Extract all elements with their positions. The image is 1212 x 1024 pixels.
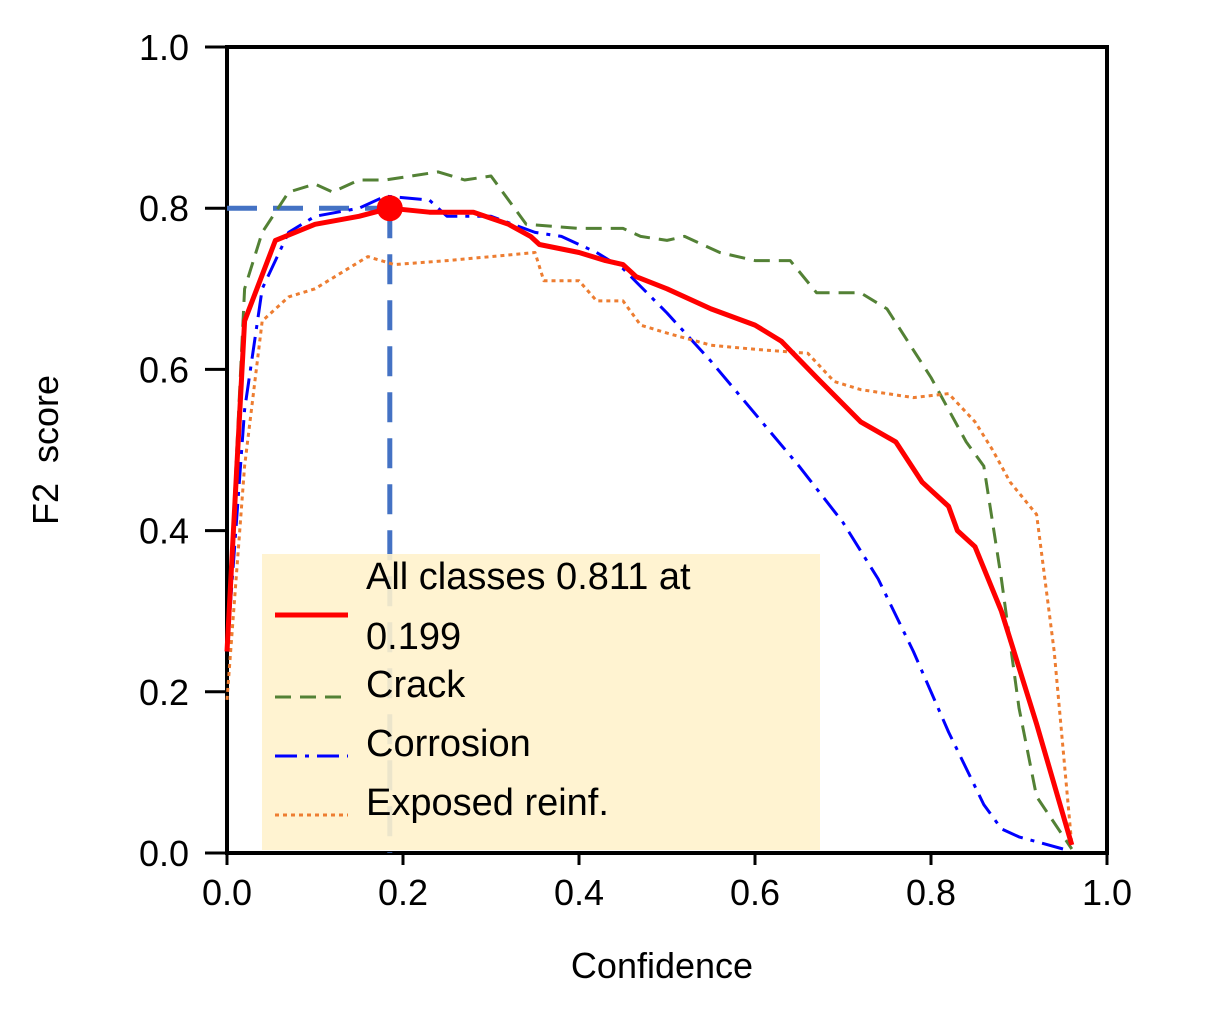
series-line-exposed-reinf xyxy=(225,251,1074,846)
x-tick-label: 0.2 xyxy=(378,872,428,913)
y-tick-label: 0.4 xyxy=(139,511,189,552)
y-tick-label: 1.0 xyxy=(139,27,189,68)
highlight-guides xyxy=(227,205,393,853)
axis-ticks: 0.0 0.2 0.4 0.6 0.8 1.0 0.0 0.2 0.4 0.6 0.8 1.0 xyxy=(139,27,1132,913)
plot-frame xyxy=(225,45,1109,855)
y-axis-title: F2 score xyxy=(25,375,66,525)
x-axis-title: Confidence xyxy=(571,945,753,986)
y-tick-label: 0.0 xyxy=(139,833,189,874)
legend-label: Crack xyxy=(366,664,466,706)
x-tick-label: 0.8 xyxy=(906,872,956,913)
highlight-marker-group xyxy=(376,195,403,222)
y-tick-label: 0.8 xyxy=(139,188,189,229)
best-f2-marker xyxy=(376,195,403,222)
legend-label: All classes 0.811 at xyxy=(366,556,691,598)
y-tick-label: 0.6 xyxy=(139,349,189,390)
x-tick-label: 0.0 xyxy=(202,872,252,913)
legend-label: Exposed reinf. xyxy=(366,782,609,824)
x-tick-label: 1.0 xyxy=(1082,872,1132,913)
legend-label: Corrosion xyxy=(366,723,531,765)
y-tick-label: 0.2 xyxy=(139,672,189,713)
legend-label: 0.199 xyxy=(366,616,461,658)
series-line-crack xyxy=(225,170,1074,850)
legend-box xyxy=(262,554,820,850)
x-tick-label: 0.4 xyxy=(554,872,604,913)
x-tick-label: 0.6 xyxy=(730,872,780,913)
legend: All classes 0.811 at 0.199 Crack Corrosion E… xyxy=(262,554,820,850)
